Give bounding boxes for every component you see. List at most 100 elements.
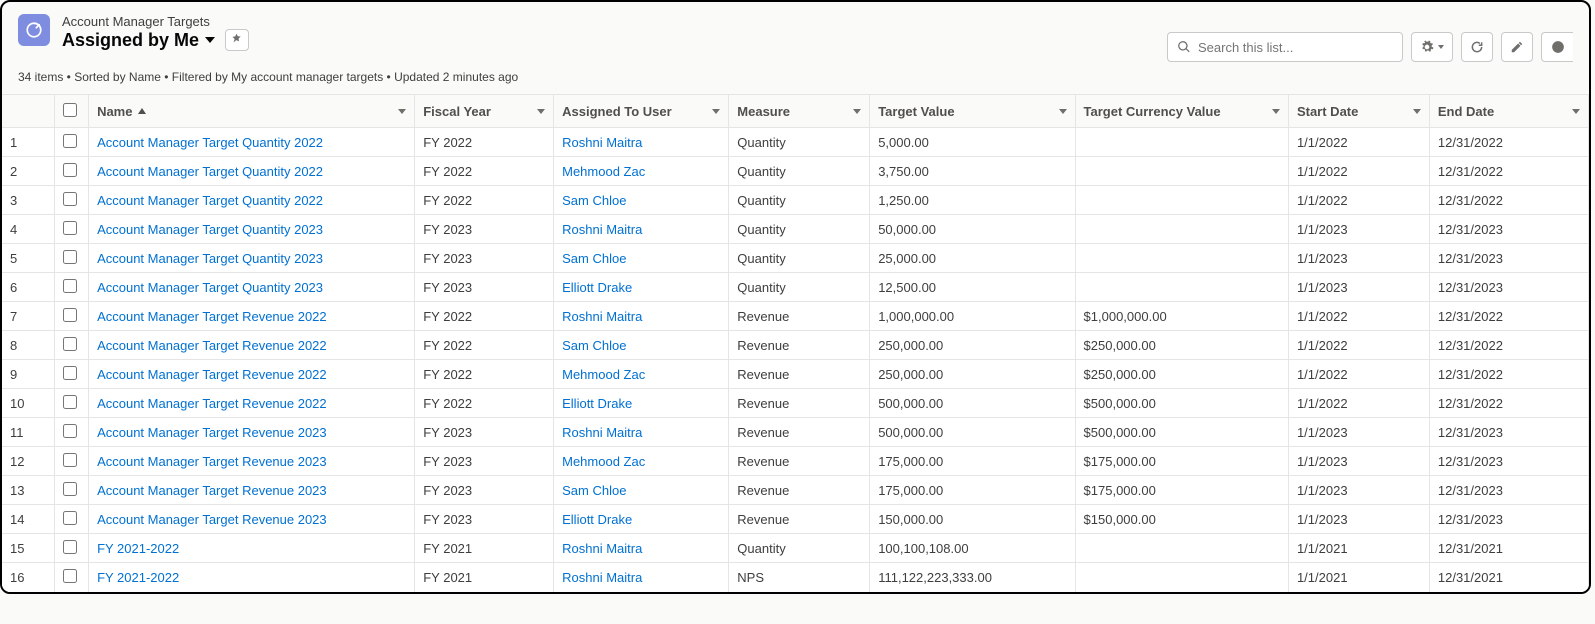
row-checkbox[interactable] <box>63 482 77 496</box>
record-name-link[interactable]: Account Manager Target Quantity 2023 <box>97 222 323 237</box>
cell-target-value: 500,000.00 <box>870 418 1075 447</box>
record-name-link[interactable]: Account Manager Target Revenue 2023 <box>97 454 327 469</box>
record-name-link[interactable]: FY 2021-2022 <box>97 541 179 556</box>
chevron-down-icon[interactable] <box>537 109 545 114</box>
chevron-down-icon[interactable] <box>853 109 861 114</box>
row-checkbox[interactable] <box>63 308 77 322</box>
row-checkbox-cell[interactable] <box>54 360 88 389</box>
cell-start-date: 1/1/2023 <box>1288 244 1429 273</box>
row-number: 2 <box>2 157 54 186</box>
pin-button[interactable] <box>225 29 249 51</box>
row-checkbox-cell[interactable] <box>54 476 88 505</box>
col-start-date[interactable]: Start Date <box>1288 95 1429 128</box>
record-name-link[interactable]: FY 2021-2022 <box>97 570 179 585</box>
row-number: 13 <box>2 476 54 505</box>
col-assigned-to[interactable]: Assigned To User <box>554 95 729 128</box>
col-fiscal-year[interactable]: Fiscal Year <box>415 95 554 128</box>
record-name-link[interactable]: Account Manager Target Quantity 2022 <box>97 135 323 150</box>
col-target-value[interactable]: Target Value <box>870 95 1075 128</box>
row-checkbox[interactable] <box>63 511 77 525</box>
row-checkbox-cell[interactable] <box>54 389 88 418</box>
row-checkbox-cell[interactable] <box>54 157 88 186</box>
row-checkbox[interactable] <box>63 569 77 583</box>
record-name-link[interactable]: Account Manager Target Quantity 2023 <box>97 280 323 295</box>
row-checkbox-cell[interactable] <box>54 215 88 244</box>
row-checkbox-cell[interactable] <box>54 418 88 447</box>
assigned-user-link[interactable]: Sam Chloe <box>562 251 626 266</box>
chart-button[interactable] <box>1541 32 1573 62</box>
col-end-date[interactable]: End Date <box>1429 95 1588 128</box>
assigned-user-link[interactable]: Sam Chloe <box>562 193 626 208</box>
row-checkbox[interactable] <box>63 134 77 148</box>
record-name-link[interactable]: Account Manager Target Revenue 2022 <box>97 367 327 382</box>
record-name-link[interactable]: Account Manager Target Quantity 2022 <box>97 193 323 208</box>
row-checkbox-cell[interactable] <box>54 505 88 534</box>
record-name-link[interactable]: Account Manager Target Revenue 2023 <box>97 483 327 498</box>
cell-start-date: 1/1/2022 <box>1288 331 1429 360</box>
row-checkbox-cell[interactable] <box>54 534 88 563</box>
row-checkbox[interactable] <box>63 192 77 206</box>
assigned-user-link[interactable]: Roshni Maitra <box>562 425 642 440</box>
row-checkbox-cell[interactable] <box>54 128 88 157</box>
row-checkbox[interactable] <box>63 279 77 293</box>
assigned-user-link[interactable]: Roshni Maitra <box>562 570 642 585</box>
row-checkbox[interactable] <box>63 337 77 351</box>
col-name[interactable]: Name <box>89 95 415 128</box>
chevron-down-icon[interactable] <box>1272 109 1280 114</box>
settings-button[interactable] <box>1411 32 1453 62</box>
row-checkbox[interactable] <box>63 395 77 409</box>
chevron-down-icon[interactable] <box>398 109 406 114</box>
col-select-all[interactable] <box>54 95 88 128</box>
assigned-user-link[interactable]: Elliott Drake <box>562 280 632 295</box>
select-all-checkbox[interactable] <box>63 103 77 117</box>
record-name-link[interactable]: Account Manager Target Revenue 2022 <box>97 309 327 324</box>
edit-button[interactable] <box>1501 32 1533 62</box>
assigned-user-link[interactable]: Mehmood Zac <box>562 367 645 382</box>
chevron-down-icon[interactable] <box>712 109 720 114</box>
row-checkbox[interactable] <box>63 366 77 380</box>
cell-measure: NPS <box>729 563 870 592</box>
cell-target-value: 150,000.00 <box>870 505 1075 534</box>
assigned-user-link[interactable]: Sam Chloe <box>562 338 626 353</box>
record-name-link[interactable]: Account Manager Target Quantity 2022 <box>97 164 323 179</box>
assigned-user-link[interactable]: Roshni Maitra <box>562 135 642 150</box>
assigned-user-link[interactable]: Mehmood Zac <box>562 164 645 179</box>
record-name-link[interactable]: Account Manager Target Revenue 2023 <box>97 425 327 440</box>
row-checkbox-cell[interactable] <box>54 244 88 273</box>
search-input[interactable] <box>1167 32 1403 62</box>
chevron-down-icon[interactable] <box>1572 109 1580 114</box>
assigned-user-link[interactable]: Mehmood Zac <box>562 454 645 469</box>
assigned-user-link[interactable]: Roshni Maitra <box>562 309 642 324</box>
assigned-user-link[interactable]: Sam Chloe <box>562 483 626 498</box>
assigned-user-link[interactable]: Elliott Drake <box>562 512 632 527</box>
row-checkbox-cell[interactable] <box>54 563 88 592</box>
row-checkbox[interactable] <box>63 540 77 554</box>
cell-measure: Revenue <box>729 476 870 505</box>
chevron-down-icon[interactable] <box>1059 109 1067 114</box>
record-name-link[interactable]: Account Manager Target Revenue 2022 <box>97 338 327 353</box>
record-name-link[interactable]: Account Manager Target Quantity 2023 <box>97 251 323 266</box>
row-checkbox[interactable] <box>63 424 77 438</box>
col-measure[interactable]: Measure <box>729 95 870 128</box>
record-name-link[interactable]: Account Manager Target Revenue 2023 <box>97 512 327 527</box>
list-view-picker[interactable]: Assigned by Me <box>62 30 215 51</box>
record-name-link[interactable]: Account Manager Target Revenue 2022 <box>97 396 327 411</box>
col-target-currency[interactable]: Target Currency Value <box>1075 95 1288 128</box>
row-checkbox-cell[interactable] <box>54 273 88 302</box>
row-checkbox[interactable] <box>63 221 77 235</box>
chevron-down-icon[interactable] <box>1413 109 1421 114</box>
row-checkbox[interactable] <box>63 250 77 264</box>
cell-start-date: 1/1/2023 <box>1288 447 1429 476</box>
cell-target-currency: $1,000,000.00 <box>1075 302 1288 331</box>
row-checkbox-cell[interactable] <box>54 186 88 215</box>
pin-icon <box>231 34 243 46</box>
refresh-button[interactable] <box>1461 32 1493 62</box>
row-checkbox-cell[interactable] <box>54 331 88 360</box>
row-checkbox[interactable] <box>63 163 77 177</box>
row-checkbox-cell[interactable] <box>54 447 88 476</box>
assigned-user-link[interactable]: Roshni Maitra <box>562 541 642 556</box>
row-checkbox[interactable] <box>63 453 77 467</box>
assigned-user-link[interactable]: Roshni Maitra <box>562 222 642 237</box>
assigned-user-link[interactable]: Elliott Drake <box>562 396 632 411</box>
row-checkbox-cell[interactable] <box>54 302 88 331</box>
